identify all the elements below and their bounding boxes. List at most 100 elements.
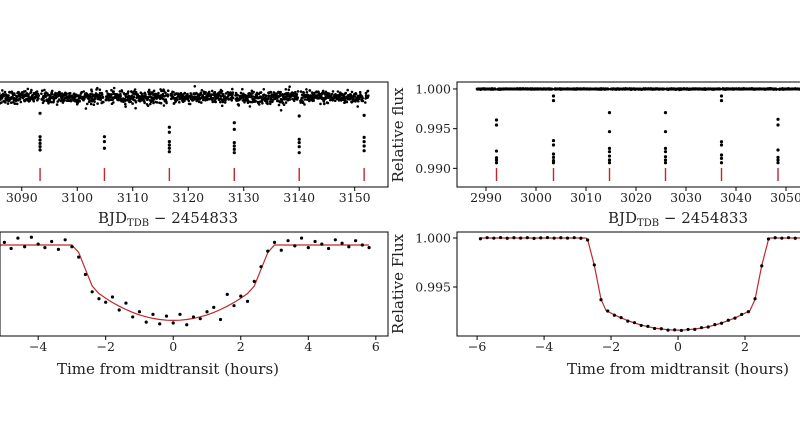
data-point [83,272,88,277]
data-point [43,246,47,250]
data-point [61,97,64,101]
data-point [545,235,550,240]
in-transit-point [297,151,301,155]
data-point [364,101,367,104]
data-point [158,322,162,326]
data-point [166,94,170,98]
axes-frame [0,81,389,188]
in-transit-point [167,130,171,134]
data-point [333,238,337,242]
data-point [252,279,256,283]
data-point [673,328,677,332]
data-point [286,239,290,243]
data-point [659,327,663,331]
plot-area [478,235,800,333]
x-tick-label: 3150 [339,190,371,205]
in-transit-point [38,135,42,139]
data-point [133,88,137,91]
data-point [706,325,710,329]
data-point [1,89,4,92]
in-transit-point [776,148,780,152]
data-point [171,321,175,325]
data-point [140,96,143,100]
data-point [110,295,115,299]
x-tick-label: 3040 [720,190,752,205]
data-point [89,95,92,98]
data-point [124,301,128,305]
in-transit-point [551,161,556,165]
data-point [183,91,187,95]
in-transit-point [38,148,42,152]
y-tick-label: 0.995 [415,279,451,294]
data-point [198,317,202,321]
data-point [319,102,322,106]
data-point [217,93,221,97]
in-transit-point [38,111,42,115]
data-point [619,315,623,320]
data-point [287,88,291,91]
x-tick-label: 0 [169,339,177,354]
in-transit-point [297,137,301,141]
data-point [164,91,167,95]
data-point [130,94,134,97]
x-tick-label: 0 [674,339,682,354]
data-point [144,93,147,96]
data-point [639,323,643,328]
data-point [248,105,252,108]
data-point [132,95,136,99]
data-point [320,242,324,246]
data-point [312,99,316,102]
data-point [96,102,99,105]
data-point [37,97,40,100]
data-point [50,92,54,96]
x-tick-label: 3050 [770,190,800,205]
data-point [232,304,236,308]
data-point [23,245,27,249]
data-point [172,91,175,94]
in-transit-point [607,146,612,150]
data-point [478,237,483,241]
data-point [237,104,241,107]
data-point [364,91,368,95]
data-point [231,96,235,100]
data-point [29,90,33,94]
data-point [296,96,300,99]
data-point [288,98,292,101]
data-point [308,89,312,92]
in-transit-point [232,144,236,148]
data-point [129,100,132,103]
data-point [579,236,583,240]
x-tick-label: 6 [372,339,380,354]
data-point [586,238,590,242]
in-transit-point [232,141,236,145]
data-point [539,236,543,240]
data-point [110,93,113,96]
data-point [552,236,556,240]
x-tick-label: 3140 [283,190,315,205]
data-point [353,95,357,98]
data-point [257,103,261,106]
data-point [92,103,96,106]
data-point [112,101,115,104]
in-transit-point [607,154,612,158]
data-point [143,101,146,105]
in-transit-point [551,155,556,159]
data-point [353,239,358,243]
data-point [206,97,209,100]
data-point [220,89,224,93]
data-point [37,94,40,97]
data-point [193,85,197,88]
data-point [101,95,105,99]
x-tick-label: 2 [237,339,245,354]
data-point [294,90,297,94]
data-point [161,92,165,96]
in-transit-point [494,158,499,162]
data-point [104,300,108,304]
data-point [19,100,23,104]
data-point [293,244,297,248]
data-point [296,90,300,93]
panel-bottom-right-folded-transit: −6 −4 −2 0 2 1.000 0.995 [415,230,800,354]
data-point [112,86,116,90]
in-transit-point [38,141,42,145]
data-point [49,100,53,104]
